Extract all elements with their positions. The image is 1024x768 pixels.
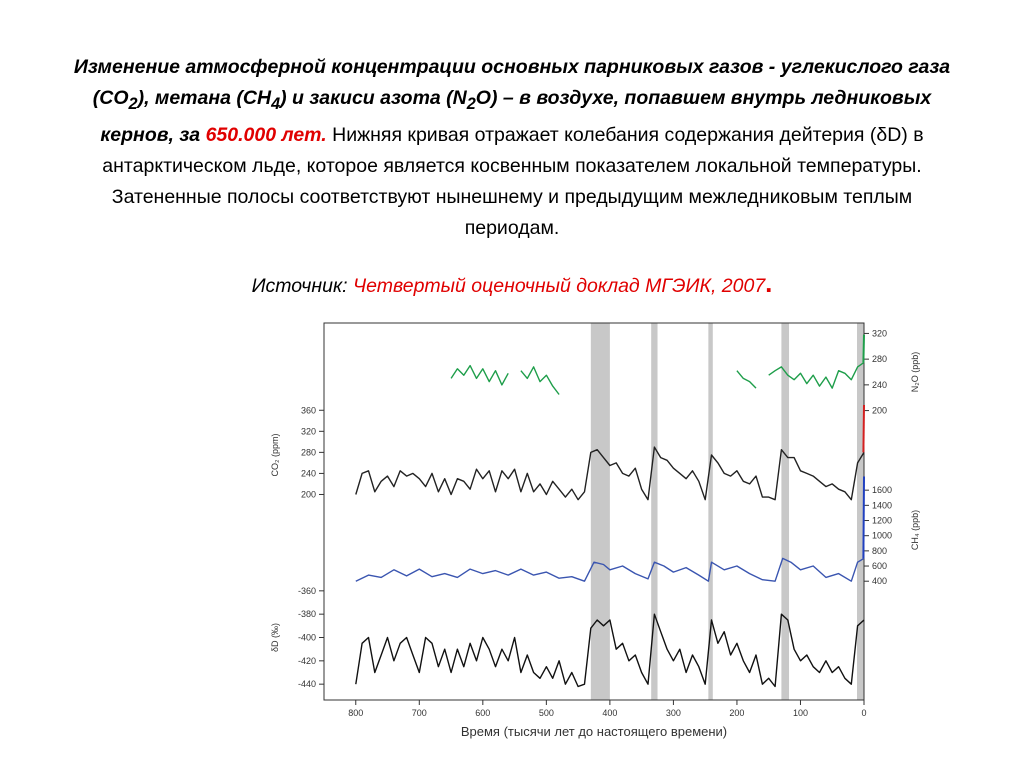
dd-tick-label-3: -420	[298, 656, 316, 666]
dd-series-line	[355, 613, 865, 688]
source-label: Источник:	[251, 275, 353, 297]
x-tick-label-2: 600	[475, 708, 490, 718]
x-tick-label-0: 800	[348, 708, 363, 718]
n2o-series-line-3	[768, 361, 865, 389]
ch4-tick-label-4: 800	[872, 546, 887, 556]
x-tick-label-6: 200	[729, 708, 744, 718]
interglacial-band-1	[651, 323, 658, 700]
co2-tick-label-2: 280	[301, 447, 316, 457]
ch4-tick-label-3: 1000	[872, 531, 892, 541]
caption-line-5: Затененные полосы соответствуют нынешнем…	[111, 185, 913, 208]
caption-line-2: (CO2), метана (CH4) и закиси азота (N2O)…	[92, 87, 932, 113]
ch4-series-line	[355, 557, 865, 582]
dd-tick-label-2: -400	[298, 633, 316, 643]
dd-tick-label-1: -380	[298, 609, 316, 619]
ch4-tick-label-2: 1200	[872, 516, 892, 526]
source-line: Источник: Четвертый оценочный доклад МГЭ…	[0, 268, 1024, 302]
ch4-axis-label: CH₄ (ppb)	[910, 510, 920, 550]
caption-line-6: периодам.	[464, 216, 560, 239]
caption-line-3: кернов, за 650.000 лет. Нижняя кривая от…	[100, 123, 924, 146]
x-tick-label-4: 400	[602, 708, 617, 718]
n2o-tick-label-1: 280	[872, 354, 887, 364]
ch4-tick-label-0: 1600	[872, 485, 892, 495]
n2o-series-line-0	[450, 364, 509, 386]
n2o-tick-label-0: 320	[872, 328, 887, 338]
ch4-recent-rise	[862, 476, 865, 559]
x-tick-label-7: 100	[793, 708, 808, 718]
figure-caption: Изменение атмосферной концентрации основ…	[8, 52, 1016, 244]
x-tick-label-3: 500	[539, 708, 554, 718]
dd-tick-label-0: -360	[298, 586, 316, 596]
ch4-tick-label-6: 400	[872, 576, 887, 586]
n2o-tick-label-3: 200	[872, 406, 887, 416]
n2o-series-line-1	[520, 366, 560, 395]
interglacial-band-2	[708, 323, 713, 700]
x-tick-label-5: 300	[666, 708, 681, 718]
interglacial-band-3	[781, 323, 790, 700]
co2-axis-label: CO₂ (ppm)	[270, 434, 280, 477]
co2-tick-label-0: 360	[301, 405, 316, 415]
co2-tick-label-4: 200	[301, 489, 316, 499]
caption-line-1: Изменение атмосферной концентрации основ…	[73, 56, 951, 78]
n2o-recent-rise	[862, 334, 865, 363]
co2-recent-rise	[862, 404, 865, 453]
n2o-tick-label-2: 240	[872, 380, 887, 390]
co2-tick-label-1: 320	[301, 426, 316, 436]
ch4-tick-label-5: 600	[872, 561, 887, 571]
n2o-series-line-2	[736, 370, 757, 389]
x-tick-label-8: 0	[861, 708, 866, 718]
co2-series-line	[355, 446, 865, 501]
n2o-axis-label: N₂O (ppb)	[910, 352, 920, 393]
x-axis-label: Время (тысячи лет до настоящего времени)	[461, 724, 727, 739]
x-tick-label-1: 700	[412, 708, 427, 718]
dd-axis-label: δD (‰)	[270, 623, 280, 652]
caption-line-4: антарктическом льде, которое является ко…	[102, 154, 922, 177]
interglacial-band-4	[857, 323, 864, 700]
interglacial-band-0	[590, 323, 610, 700]
source-dot: .	[765, 268, 773, 298]
dd-tick-label-4: -440	[298, 679, 316, 689]
source-link[interactable]: Четвертый оценочный доклад МГЭИК, 2007	[352, 275, 766, 297]
co2-tick-label-3: 240	[301, 468, 316, 478]
ch4-tick-label-1: 1400	[872, 500, 892, 510]
caption-highlight: 650.000 лет.	[205, 123, 327, 146]
